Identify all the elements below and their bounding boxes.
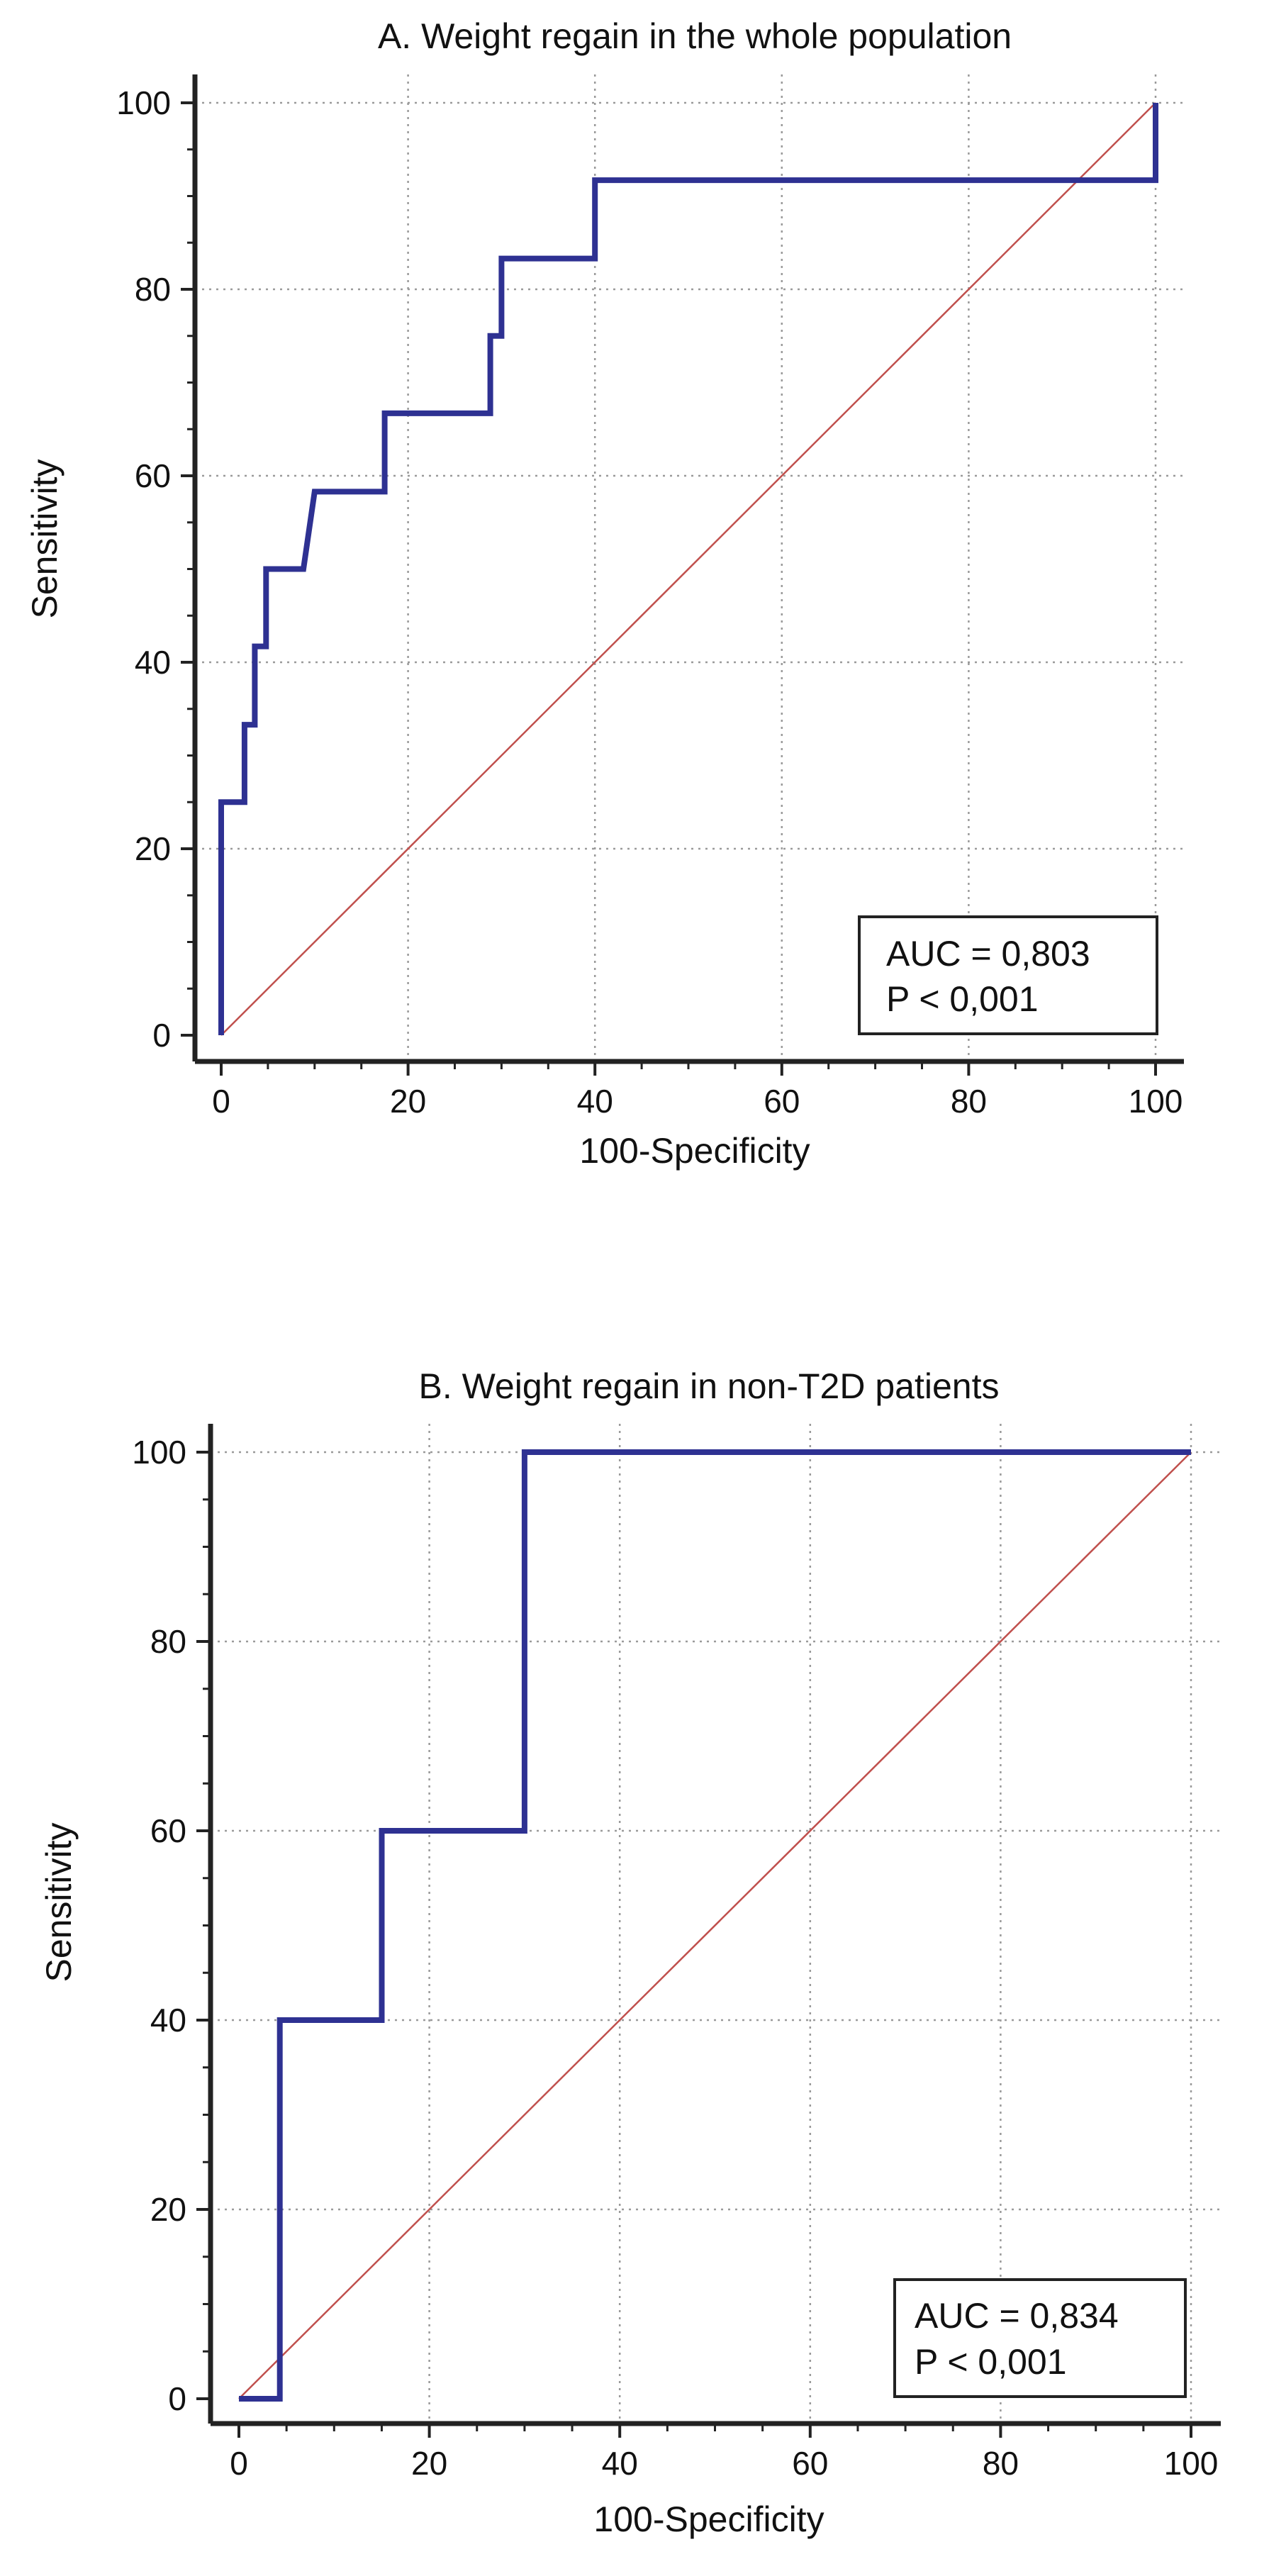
panel-b-reference-line xyxy=(238,1451,1192,2399)
panel-b-y-tick-label-0: 0 xyxy=(168,2380,186,2417)
panel-a-grid xyxy=(195,74,1184,1061)
panel-a-roc-curve-group xyxy=(218,103,1158,1035)
panel-a-reference-line xyxy=(220,102,1156,1036)
panel-a-x-tick-label-0: 0 xyxy=(212,1083,230,1120)
panel-a-y-tick-label-100: 100 xyxy=(116,84,171,121)
panel-a-y-tick-label-80: 80 xyxy=(135,271,171,308)
panel-a-chart: A. Weight regain in the whole population… xyxy=(25,16,1184,1171)
panel-a-y-tick-label-60: 60 xyxy=(135,457,171,494)
panel-b-p-value-label: P < 0,001 xyxy=(915,2342,1067,2382)
panel-a-x-tick-label-100: 100 xyxy=(1129,1083,1183,1120)
panel-a-legend-frame xyxy=(858,915,1158,1035)
panel-a-auc-label: AUC = 0,803 xyxy=(886,934,1090,974)
panel-b-x-axis-label: 100-Specificity xyxy=(593,2499,824,2539)
panel-b-legend-box: AUC = 0,834 P < 0,001 xyxy=(893,2278,1187,2398)
panel-b-y-tick-label-100: 100 xyxy=(132,1434,186,1471)
panel-b-x-tick-label-80: 80 xyxy=(983,2445,1019,2482)
panel-b-reference-diagonal xyxy=(238,1451,1192,2399)
panel-b-title: B. Weight regain in non-T2D patients xyxy=(419,1366,1000,1406)
panel-b-y-tick-label-20: 20 xyxy=(150,2191,186,2228)
panel-a-x-tick-label-20: 20 xyxy=(390,1083,426,1120)
panel-a-tick-labels: 0 20 40 60 80 100 0 20 40 60 80 100 xyxy=(116,84,1183,1120)
panel-b-auc-label: AUC = 0,834 xyxy=(915,2296,1119,2336)
panel-a-x-tick-label-80: 80 xyxy=(951,1083,987,1120)
panel-b-y-tick-label-40: 40 xyxy=(150,2002,186,2039)
panel-b-roc-curve-group xyxy=(239,1449,1191,2402)
panel-a-reference-diagonal xyxy=(220,102,1156,1036)
panel-b-chart: B. Weight regain in non-T2D patients 0 20… xyxy=(39,1366,1221,2539)
panel-b-x-tick-label-100: 100 xyxy=(1164,2445,1219,2482)
panel-b-y-tick-label-60: 60 xyxy=(150,1812,186,1849)
panel-b-x-tick-label-60: 60 xyxy=(792,2445,828,2482)
panel-a-axes xyxy=(181,74,1184,1076)
panel-b-roc-curve xyxy=(239,1449,1191,2402)
panel-a-p-value-label: P < 0,001 xyxy=(886,979,1039,1019)
panel-b-x-tick-label-20: 20 xyxy=(411,2445,447,2482)
panel-a-y-axis-label: Sensitivity xyxy=(25,459,65,618)
panel-a-y-tick-label-0: 0 xyxy=(152,1017,171,1054)
panel-b-legend-frame xyxy=(893,2278,1187,2398)
panel-b-axes xyxy=(196,1424,1221,2438)
panel-b-y-tick-label-80: 80 xyxy=(150,1623,186,1660)
panel-b-x-tick-label-0: 0 xyxy=(230,2445,248,2482)
panel-a-x-tick-label-60: 60 xyxy=(764,1083,800,1120)
panel-b-y-axis-label: Sensitivity xyxy=(39,1822,79,1982)
panel-a-y-tick-label-20: 20 xyxy=(135,830,171,867)
panel-a-x-tick-label-40: 40 xyxy=(577,1083,613,1120)
panel-a-roc-curve xyxy=(218,103,1158,1035)
panel-a-x-axis-label: 100-Specificity xyxy=(579,1131,810,1171)
panel-a-y-tick-label-40: 40 xyxy=(135,644,171,681)
panel-a-legend-box: AUC = 0,803 P < 0,001 xyxy=(858,915,1158,1035)
panel-a-title: A. Weight regain in the whole population xyxy=(378,16,1012,56)
panel-b-x-tick-label-40: 40 xyxy=(602,2445,638,2482)
panel-b-tick-labels: 0 20 40 60 80 100 0 20 40 60 80 100 xyxy=(132,1434,1218,2482)
